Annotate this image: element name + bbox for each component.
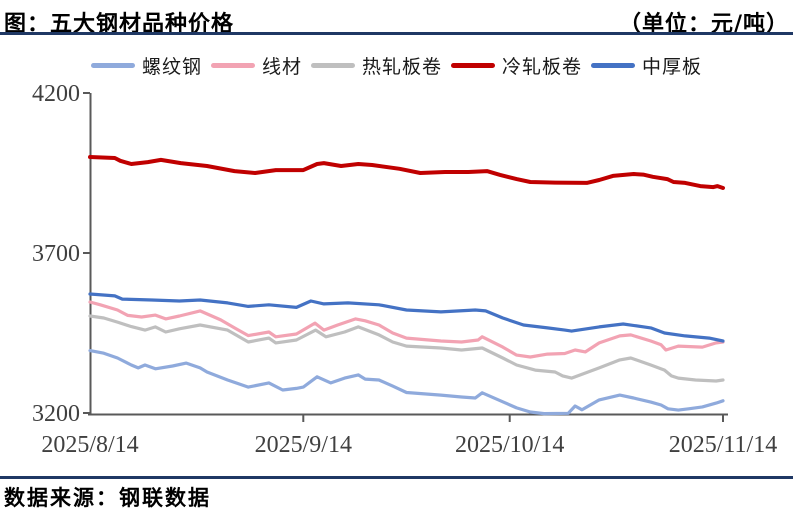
y-axis-label-4200: 4200 — [32, 81, 80, 107]
legend-swatch-cold-rolled-coil — [451, 63, 495, 68]
header-divider — [0, 32, 793, 35]
x-axis-label-2: 2025/9/14 — [255, 432, 352, 458]
legend-label-rebar: 螺纹钢 — [141, 56, 202, 78]
x-axis-label-4: 2025/11/14 — [669, 432, 777, 458]
y-axis-label-3700: 3700 — [32, 241, 80, 267]
x-axis-label-3: 2025/10/14 — [455, 432, 564, 458]
series-lines — [88, 155, 725, 416]
series-line-冷轧板卷 — [88, 155, 725, 190]
series-line-线材 — [88, 300, 725, 359]
legend-item-wire-rod: 线材 — [210, 52, 302, 79]
axis-lines — [88, 93, 728, 416]
legend-label-wire-rod: 线材 — [261, 56, 302, 78]
legend-item-hot-rolled-coil: 热轧板卷 — [310, 52, 442, 79]
series-line-中厚板 — [88, 292, 725, 343]
series-line-螺纹钢 — [88, 349, 725, 416]
legend-label-medium-plate: 中厚板 — [642, 56, 703, 78]
data-source: 数据来源：钢联数据 — [4, 486, 211, 510]
legend-swatch-wire-rod — [210, 63, 255, 68]
legend-item-medium-plate: 中厚板 — [591, 52, 702, 79]
legend-item-rebar: 螺纹钢 — [90, 52, 202, 79]
legend-swatch-rebar — [90, 63, 135, 68]
series-line-热轧板卷 — [88, 314, 725, 383]
legend-swatch-medium-plate — [591, 63, 636, 68]
footer-divider — [0, 476, 793, 479]
legend-label-cold-rolled-coil: 冷轧板卷 — [502, 56, 583, 78]
chart-legend: 螺纹钢 线材 热轧板卷 冷轧板卷 中厚板 — [0, 52, 793, 79]
x-axis-label-1: 2025/8/14 — [41, 432, 138, 458]
y-axis-label-3200: 3200 — [32, 401, 80, 427]
legend-item-cold-rolled-coil: 冷轧板卷 — [451, 52, 582, 79]
legend-label-hot-rolled-coil: 热轧板卷 — [361, 56, 442, 78]
legend-swatch-hot-rolled-coil — [310, 63, 355, 68]
